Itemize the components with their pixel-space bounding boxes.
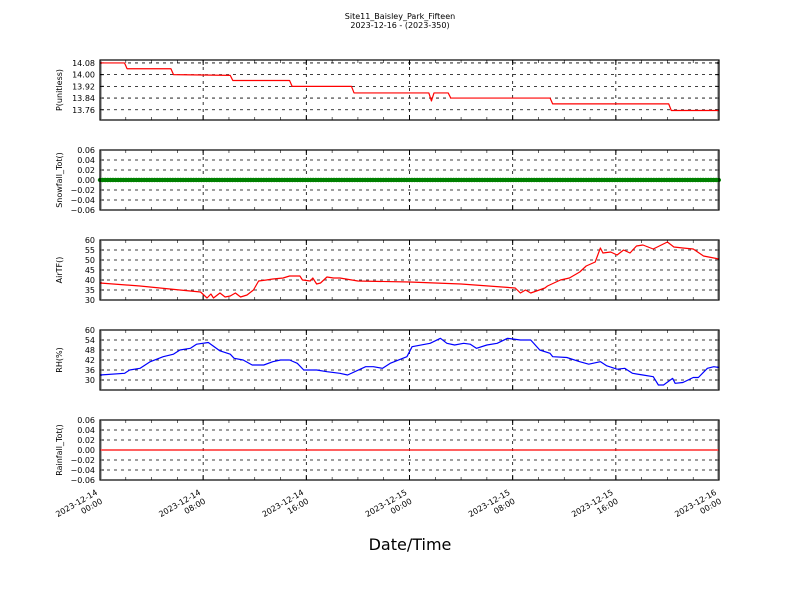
panel-1: 0.060.040.020.00−0.02−0.04−0.06 Snowfall_… [55, 146, 721, 215]
y-tick-label: 13.76 [72, 106, 95, 115]
y-tick-label: 0.00 [77, 176, 95, 185]
y-tick-label: 14.00 [72, 71, 95, 80]
series-line [100, 62, 719, 112]
y-tick-label: −0.04 [70, 466, 95, 475]
plot-frame [99, 419, 720, 481]
y-tick-label: 30 [85, 376, 95, 385]
y-tick-label: −0.02 [70, 456, 95, 465]
series-line [99, 337, 720, 386]
y-tick-label: 55 [85, 246, 95, 255]
y-tick-label: −0.06 [70, 476, 95, 485]
y-tick-label: 45 [85, 266, 95, 275]
x-axis-label: Date/Time [369, 535, 452, 554]
chart-title: Site11_Baisley_Park_Fifteen [345, 12, 455, 21]
y-tick-label: 0.02 [77, 166, 95, 175]
y-tick-label: 14.08 [72, 59, 95, 68]
y-tick-label: 0.00 [77, 446, 95, 455]
plot-frame [99, 59, 720, 121]
y-tick-label: 0.02 [77, 436, 95, 445]
plot-frame [99, 239, 720, 301]
chart-subtitle: 2023-12-16 - (2023-350) [350, 21, 449, 30]
y-tick-label: −0.06 [70, 206, 95, 215]
plot-frame [99, 329, 720, 391]
y-tick-label: 40 [85, 276, 95, 285]
y-tick-label: 13.92 [72, 82, 95, 91]
y-tick-label: 0.06 [77, 146, 95, 155]
y-tick-label: 36 [85, 366, 95, 375]
y-tick-label: 54 [85, 336, 95, 345]
y-tick-label: −0.02 [70, 186, 95, 195]
y-tick-label: 42 [85, 356, 95, 365]
y-tick-label: 48 [85, 346, 95, 355]
y-tick-label: 60 [85, 326, 95, 335]
y-tick-label: 0.06 [77, 416, 95, 425]
y-tick-label: 13.84 [72, 94, 95, 103]
y-tick-label: 60 [85, 236, 95, 245]
y-axis-label: Rainfall_Tot() [55, 424, 64, 476]
panel-0: 14.08 14.00 13.92 13.84 13.76 P(unitless) [55, 59, 720, 121]
panel-4: 0.060.040.020.00−0.02−0.04−0.06 Rainfall_… [55, 416, 720, 485]
y-tick-label: 35 [85, 286, 95, 295]
y-tick-label: 0.04 [77, 426, 95, 435]
y-tick-label: 0.04 [77, 156, 95, 165]
series-line [99, 241, 720, 299]
y-tick-label: 50 [85, 256, 95, 265]
y-axis-label: P(unitless) [55, 69, 64, 111]
y-axis-label: RH(%) [55, 347, 64, 372]
y-tick-label: 30 [85, 296, 95, 305]
y-tick-label: −0.04 [70, 196, 95, 205]
panels: 14.08 14.00 13.92 13.84 13.76 P(unitless) 0.06… [55, 59, 721, 485]
plot-frame [99, 149, 720, 211]
y-axis-label: AirTF() [55, 257, 64, 284]
y-axis-label: Snowfall_Tot() [55, 152, 64, 208]
